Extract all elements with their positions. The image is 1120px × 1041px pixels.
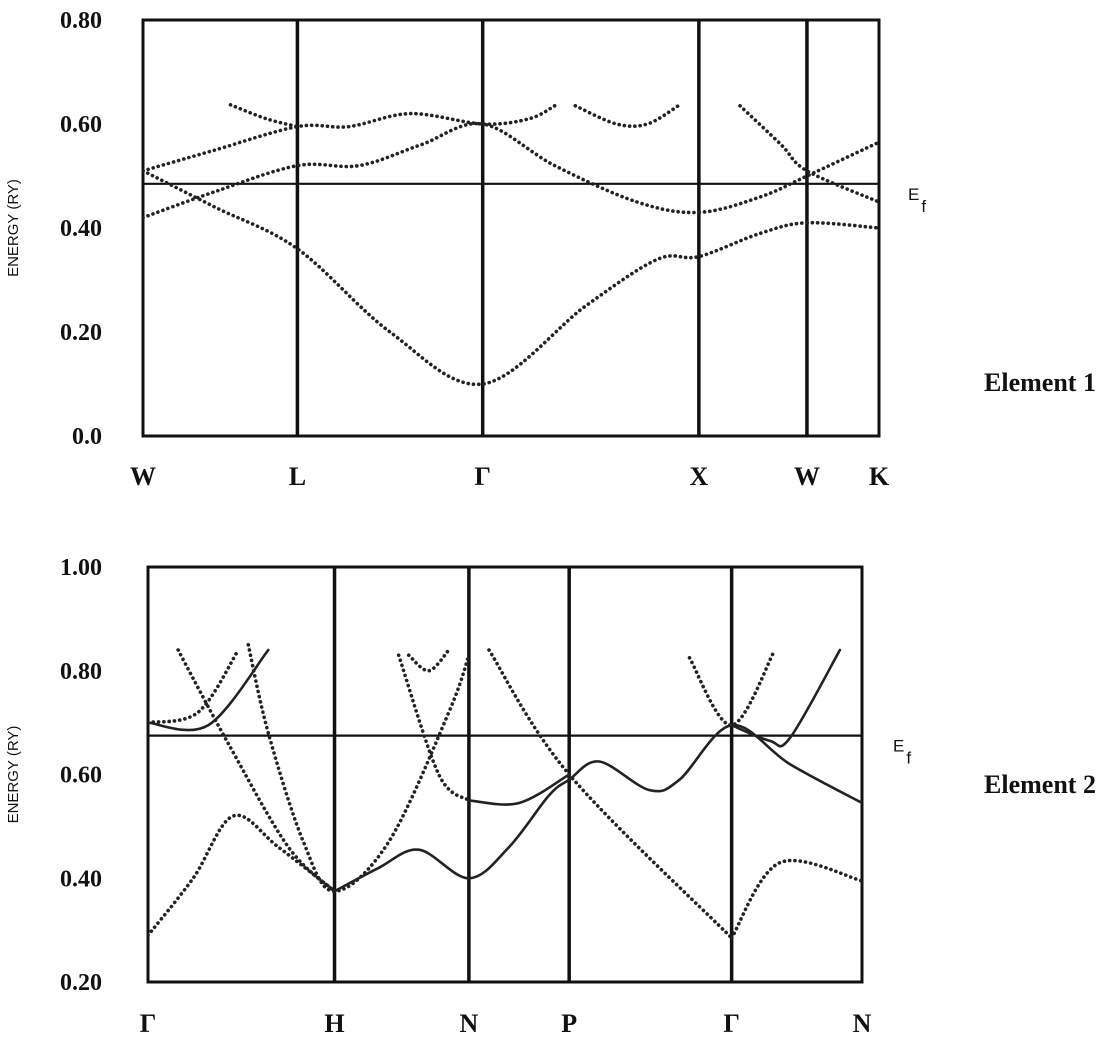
energy-band-curve (148, 648, 270, 732)
element-1-band-plot: W L Γ X W K 0.80 0.60 0.40 0.20 0.0 ENERGY (RY) Ef El… (5, 8, 1096, 491)
element-label: Element 1 (984, 368, 1096, 397)
fermi-level-label: Ef (908, 185, 926, 216)
energy-band-curve (396, 653, 471, 803)
energy-bands (143, 103, 879, 387)
energy-band-curve (143, 104, 557, 173)
fermi-level-label: Ef (893, 737, 911, 768)
k-point-label: N (460, 1009, 479, 1038)
y-tick-label: 1.00 (60, 555, 102, 581)
energy-band-curve (729, 858, 862, 940)
energy-band-curve (467, 773, 571, 806)
y-tick-label: 0.80 (60, 659, 102, 685)
energy-band-curve (487, 648, 734, 940)
energy-band-curve (573, 104, 681, 129)
k-point-label: P (561, 1009, 577, 1038)
energy-band-curve (738, 104, 879, 204)
element-label: Element 2 (984, 770, 1096, 799)
y-axis-label: ENERGY (RY) (5, 726, 22, 824)
k-point-label: Γ (140, 1009, 157, 1038)
k-point-label: L (289, 462, 306, 491)
y-tick-label: 0.20 (60, 320, 102, 346)
y-tick-label: 0.80 (60, 8, 102, 34)
y-tick-label: 0.40 (60, 866, 102, 892)
k-point-label: N (853, 1009, 872, 1038)
y-axis-label: ENERGY (RY) (5, 179, 22, 277)
energy-band-curve (228, 103, 300, 129)
energy-band-curve (143, 169, 879, 387)
energy-band-curve (406, 648, 451, 673)
plot-frame (146, 565, 864, 984)
energy-band-curve (148, 648, 241, 725)
y-tick-label: 0.20 (60, 970, 102, 996)
y-tick-label: 0.40 (60, 216, 102, 242)
y-tick-label: 0.60 (60, 763, 102, 789)
k-point-label: Γ (723, 1009, 740, 1038)
k-point-label: K (869, 462, 890, 491)
y-tick-label: 0.0 (72, 424, 102, 450)
k-point-label: W (130, 462, 156, 491)
k-point-label: X (689, 462, 708, 491)
energy-band-curve (176, 648, 337, 893)
element-2-band-plot: Γ H N P Γ N 1.00 0.80 0.60 0.40 0.20 ENERGY (RY) Ef E… (5, 555, 1096, 1038)
energy-band-curve (333, 723, 862, 893)
y-tick-label: 0.60 (60, 112, 102, 138)
energy-band-curve (148, 813, 337, 938)
energy-band-curve (246, 643, 471, 894)
energy-bands (148, 643, 862, 940)
k-point-label: W (794, 462, 820, 491)
energy-band-curve (730, 648, 842, 748)
k-point-label: Γ (474, 462, 491, 491)
k-point-label: H (324, 1009, 344, 1038)
plot-frame (141, 18, 881, 438)
energy-band-curve (143, 121, 879, 220)
